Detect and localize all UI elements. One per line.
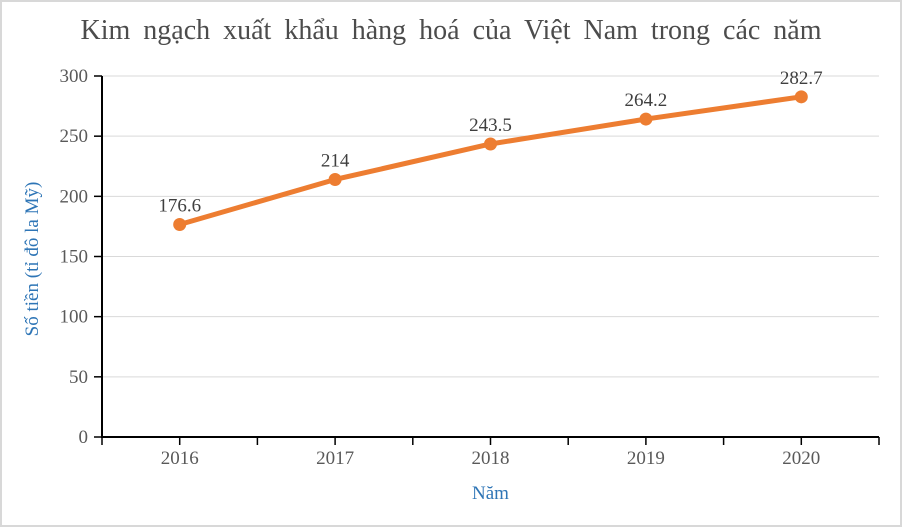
y-tick-label-0: 0	[79, 427, 89, 448]
data-label-2016: 176.6	[158, 195, 201, 216]
data-point-2020	[794, 90, 808, 104]
y-tick-label-300: 300	[60, 66, 89, 87]
data-point-2018	[484, 137, 497, 151]
data-label-2018: 243.5	[469, 115, 512, 136]
x-tick-label-2018: 2018	[472, 448, 510, 469]
y-tick-label-100: 100	[60, 307, 89, 328]
x-axis-title: Năm	[472, 483, 509, 504]
data-point-2017	[328, 172, 342, 186]
y-tick-label-250: 250	[60, 126, 89, 147]
data-label-2019: 264.2	[625, 90, 668, 111]
data-label-2017: 214	[321, 150, 350, 171]
x-tick-label-2016: 2016	[161, 448, 199, 469]
y-tick-label-50: 50	[69, 367, 88, 388]
x-tick-label-2019: 2019	[627, 448, 665, 469]
data-point-2016	[173, 217, 187, 231]
data-label-2020: 282.7	[780, 68, 823, 89]
x-tick-label-2020: 2020	[782, 448, 820, 469]
y-tick-label-150: 150	[60, 247, 89, 268]
y-tick-label-200: 200	[60, 186, 89, 207]
chart-title: Kim ngạch xuất khẩu hàng hoá của Việt Na…	[80, 15, 822, 46]
data-point-2019	[639, 112, 653, 126]
x-tick-label-2017: 2017	[316, 448, 354, 469]
